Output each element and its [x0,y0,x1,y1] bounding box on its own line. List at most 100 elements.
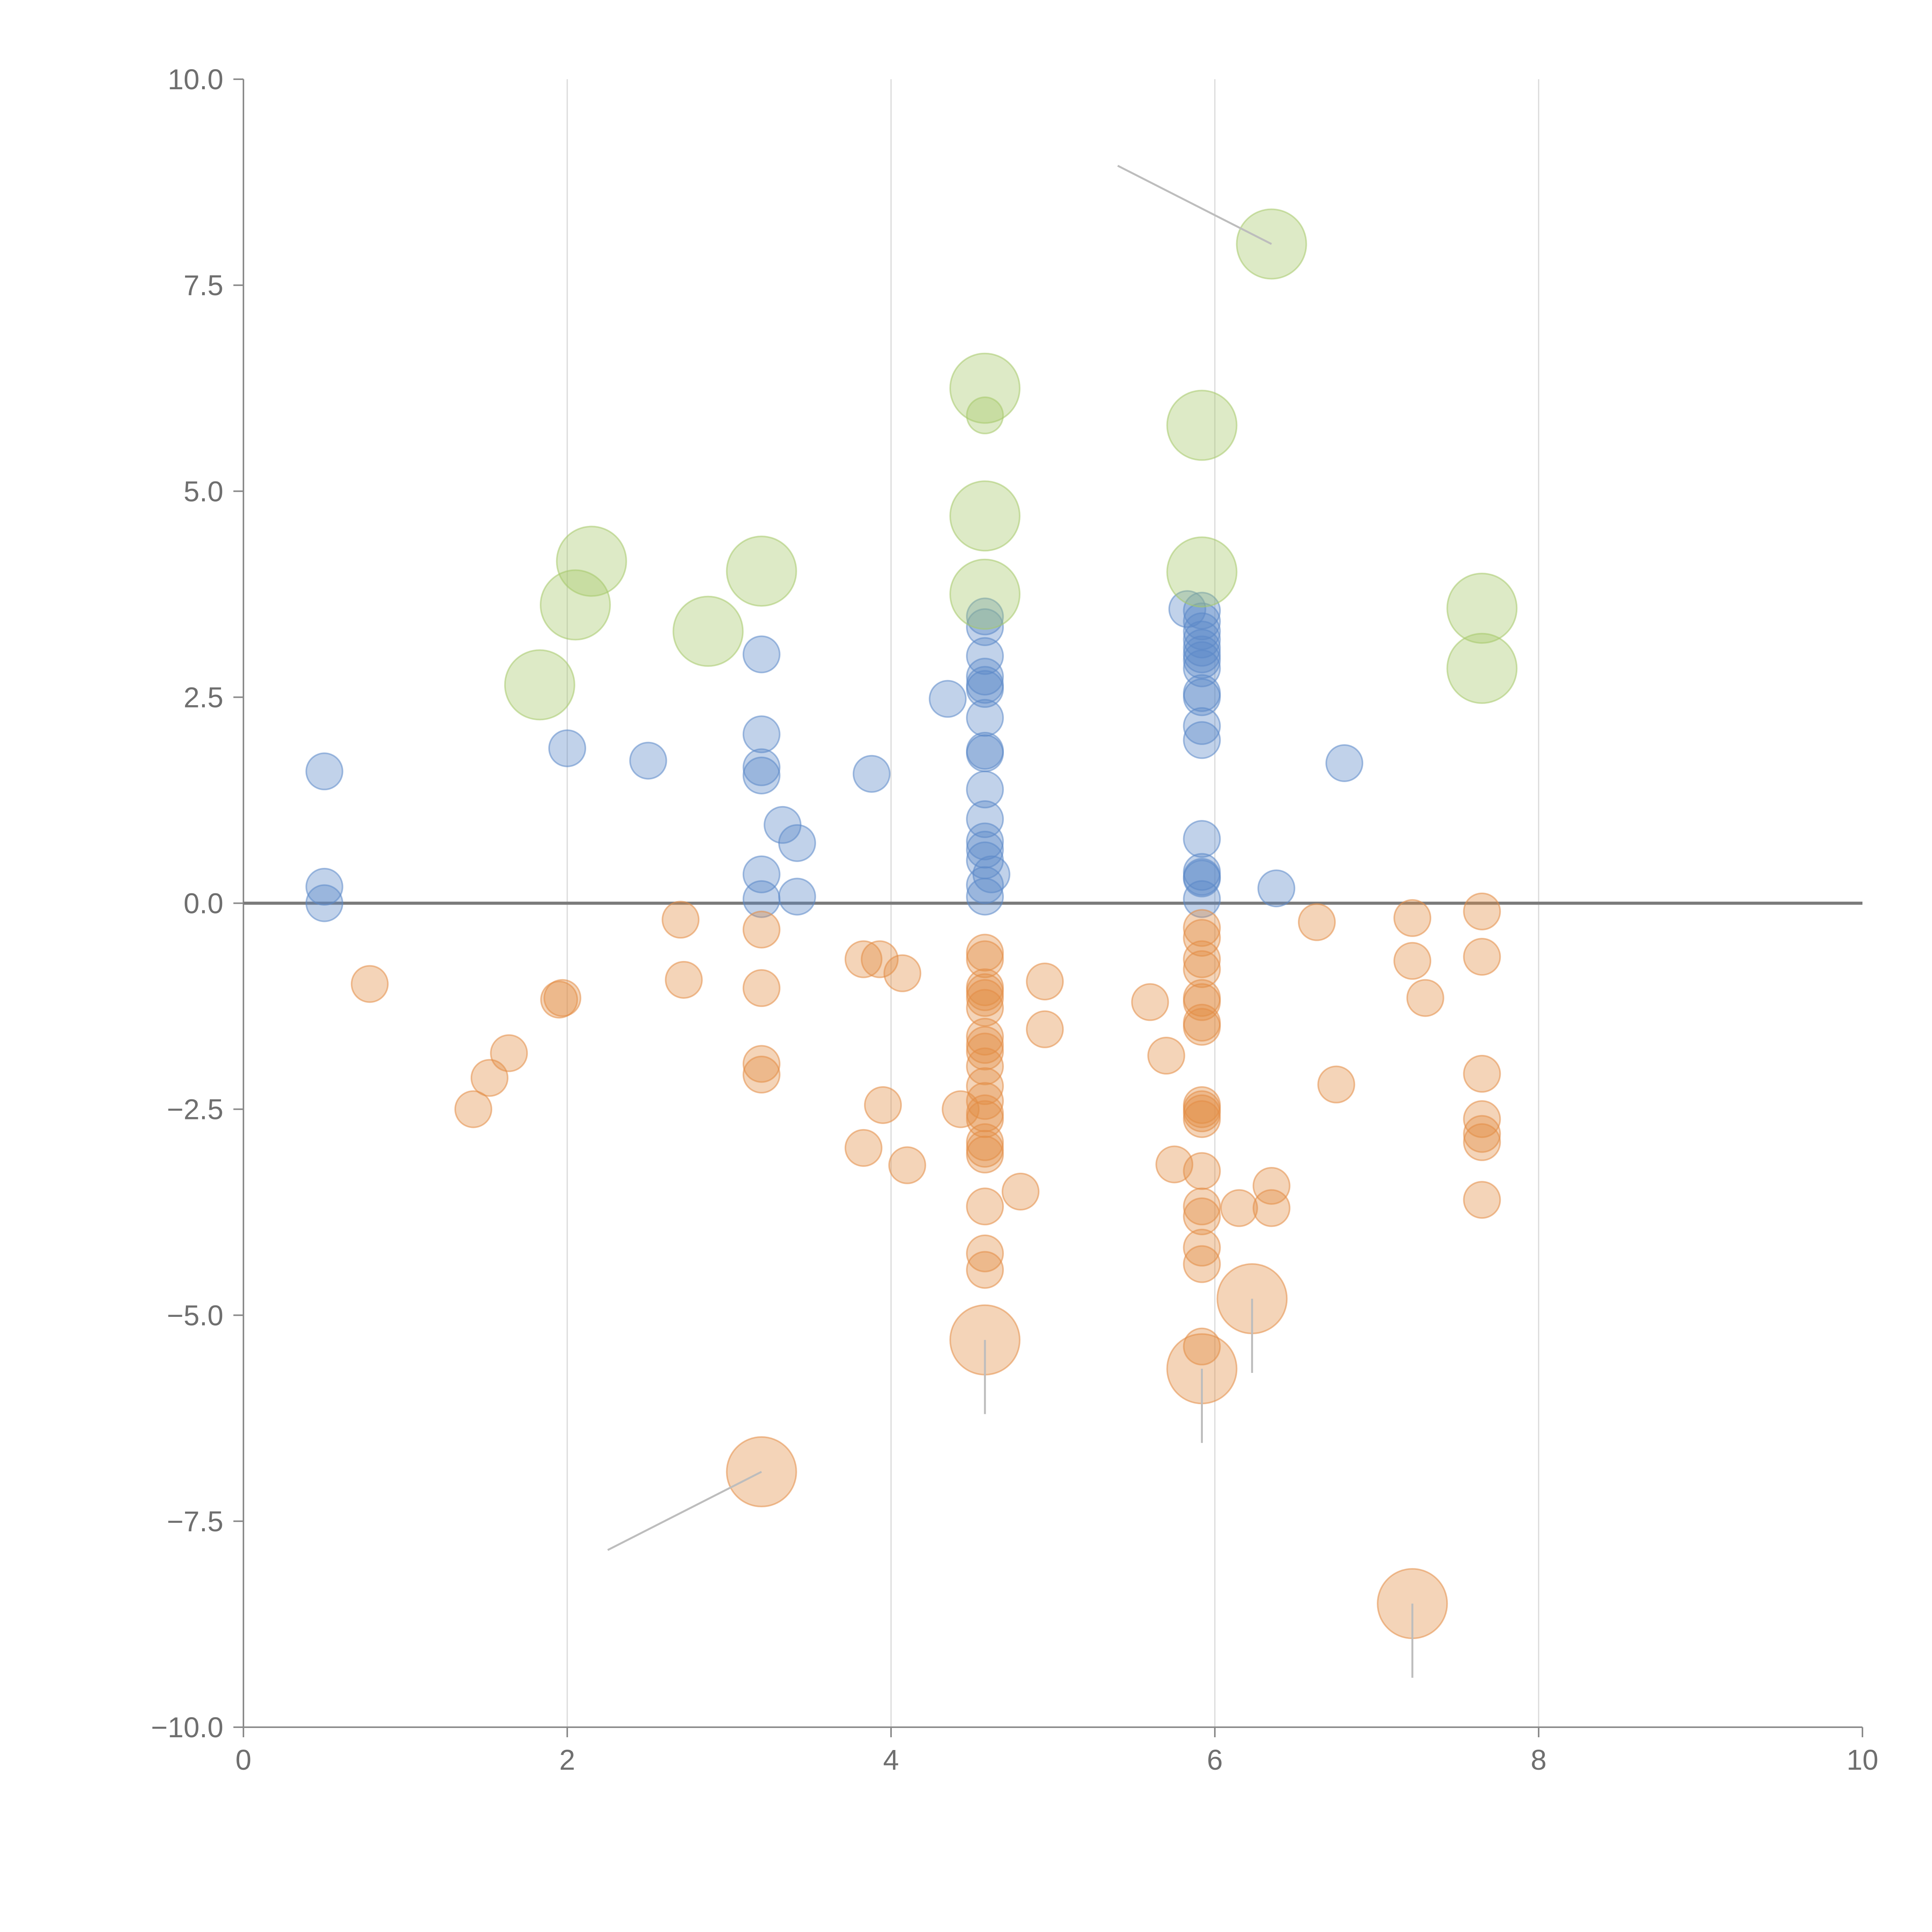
data-point-highlight-positive [539,569,611,641]
data-point-negative [942,1090,980,1128]
data-point-positive [778,824,816,862]
data-point-positive [778,878,816,916]
data-point-negative [1463,1181,1501,1219]
data-point-negative [1463,938,1501,976]
data-point-negative [966,979,1004,1017]
y-tick-label: 0.0 [184,888,223,920]
data-point-positive [1183,621,1221,659]
data-point-negative [543,979,582,1017]
data-point-negative [1026,963,1064,1001]
y-tick-label: 7.5 [184,269,223,301]
data-point-positive [966,822,1004,861]
data-point-negative [1298,903,1336,941]
data-point-negative [540,981,578,1019]
data-point-negative [1183,950,1221,988]
data-point-negative [888,1146,926,1184]
data-point-highlight-positive [949,558,1021,630]
x-tick-label: 4 [883,1744,899,1776]
data-point-positive [1183,707,1221,745]
data-point-positive [966,670,1004,708]
data-point-negative [1183,1008,1221,1046]
data-point-negative [1147,1037,1185,1075]
data-point-positive [742,635,781,673]
data-point-negative [844,940,883,978]
data-point-positive [966,866,1004,904]
data-point-negative [883,954,922,992]
data-point-negative [1463,892,1501,930]
data-point-negative [1463,1115,1501,1153]
data-point-negative [1220,1189,1258,1227]
x-tick-label: 2 [559,1744,575,1776]
y-tick-label: 2.5 [184,681,223,713]
data-point-highlight-positive [1446,633,1518,704]
data-point-positive [1183,859,1221,898]
y-tick-label: −7.5 [167,1505,223,1537]
data-point-highlight-positive [1166,389,1238,461]
data-point-positive [972,855,1010,893]
data-point-negative [1131,983,1169,1021]
data-point-highlight-positive [556,526,627,597]
axis-layer [233,78,1863,1737]
data-point-negative [1183,940,1221,978]
data-point-negative [1183,909,1221,947]
data-point-negative [966,1187,1004,1226]
data-point-negative [1393,899,1432,937]
data-point-positive [966,658,1004,696]
data-point-negative [742,969,781,1007]
data-point-negative [1183,1094,1221,1133]
data-point-negative [1183,919,1221,957]
data-point-positive [742,748,781,786]
data-point-positive [1183,880,1221,918]
data-point-negative [490,1034,528,1072]
data-point-positive [966,800,1004,838]
data-point-negative [742,1045,781,1083]
data-point-negative [1406,979,1444,1017]
x-tick-label: 0 [235,1744,251,1776]
data-point-negative [966,1100,1004,1138]
data-point-positive [852,755,891,793]
data-point-highlight-positive [966,396,1004,435]
data-point-negative [966,940,1004,978]
data-point-positive [1183,820,1221,858]
data-point-negative [454,1090,492,1128]
data-point-highlight-positive [949,480,1021,552]
data-point-positive [966,830,1004,869]
data-point-positive [305,867,344,906]
data-point-negative [1252,1189,1291,1227]
data-point-positive [629,742,667,780]
data-point-negative [1183,1187,1221,1226]
tick-labels-layer: 0 2 4 6 8 10 10.0 7.5 5.0 2.5 0.0 −2.5 −5.0 −7.5 −10.0 [151,63,1878,1776]
points-layer [305,208,1518,1639]
data-point-negative [1317,1065,1355,1104]
data-point-negative [1463,1100,1501,1138]
data-point-positive [966,699,1004,737]
data-point-highlight-positive [726,536,797,607]
data-point-negative [1183,1327,1221,1366]
data-point-positive [1168,590,1206,628]
data-point-negative [966,1094,1004,1133]
data-point-negative [966,1135,1004,1173]
y-tick-label: 10.0 [168,63,223,95]
data-point-highlight-positive [1446,573,1518,644]
data-point-negative [742,1056,781,1094]
leader-line [1117,165,1272,245]
data-point-negative [1026,1010,1064,1048]
data-point-negative [864,1086,902,1124]
data-point-negative [966,1129,1004,1168]
data-point-negative [1183,1197,1221,1235]
data-point-negative [1393,942,1432,980]
data-point-negative [1183,1228,1221,1267]
data-point-negative [966,1032,1004,1071]
data-point-positive [966,608,1004,646]
data-point-negative [1463,1123,1501,1161]
data-point-positive [742,756,781,794]
y-tick-label: 5.0 [184,475,223,507]
data-point-negative [844,1129,883,1167]
data-point-highlight-positive [1166,536,1238,608]
data-point-positive [1325,744,1364,782]
data-point-positive [548,729,586,767]
data-point-positive [929,680,967,718]
data-point-negative [966,1234,1004,1272]
